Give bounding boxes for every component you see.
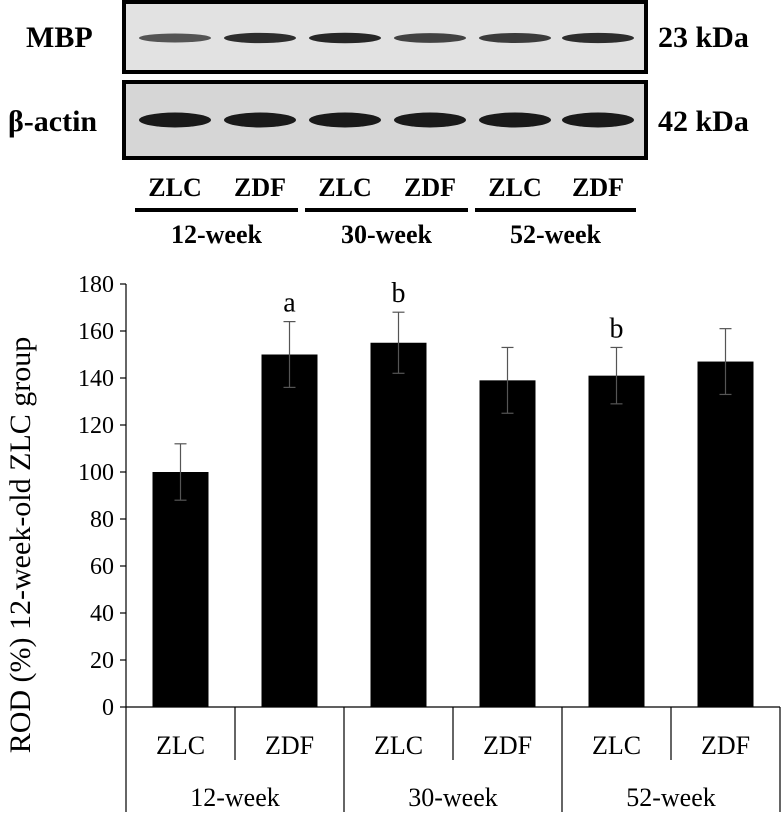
significance-label: b xyxy=(392,278,406,309)
y-tick-label: 0 xyxy=(102,695,114,721)
significance-label: a xyxy=(283,288,296,319)
y-tick-label: 40 xyxy=(90,601,114,627)
blot-lane-label: ZDF xyxy=(234,173,286,202)
blot-lane-label: ZLC xyxy=(148,173,201,202)
blot-band xyxy=(224,32,296,44)
x-tick-label: ZLC xyxy=(592,731,641,760)
significance-label: b xyxy=(610,313,624,344)
blot-band xyxy=(562,112,634,128)
blot-bands xyxy=(139,32,634,128)
y-axis-label: ROD (%) 12-week-old ZLC group xyxy=(4,337,37,754)
bar xyxy=(479,380,536,707)
blot-band xyxy=(309,112,381,128)
y-tick-label: 140 xyxy=(78,366,114,392)
bar xyxy=(370,342,427,707)
blot-band xyxy=(139,112,211,128)
blot-band xyxy=(224,112,296,128)
y-tick-label: 160 xyxy=(78,319,114,345)
blot-group-label: 30-week xyxy=(341,220,433,249)
y-tick-label: 180 xyxy=(78,272,114,298)
blot-lane-label: ZLC xyxy=(488,173,541,202)
blot-lane-labels: ZLC ZDF ZLC ZDF ZLC ZDF xyxy=(148,173,624,202)
blot-band xyxy=(479,33,551,43)
blot-group-label: 12-week xyxy=(171,220,263,249)
blot-band xyxy=(394,33,466,43)
blot-band xyxy=(479,112,551,128)
x-tick-label: ZLC xyxy=(374,731,423,760)
mbp-label: MBP xyxy=(26,21,93,54)
y-tick-label: 20 xyxy=(90,648,114,674)
x-tick-label: ZDF xyxy=(701,731,750,760)
y-tick-label: 80 xyxy=(90,507,114,533)
mbp-size-label: 23 kDa xyxy=(658,21,749,54)
y-axis: 0 20 40 60 80 100 120 140 160 180 xyxy=(78,272,127,812)
actin-size-label: 42 kDa xyxy=(658,105,749,138)
bars: a b b xyxy=(152,278,754,707)
western-blot: MBP 23 kDa β-actin 42 kDa ZLC ZDF ZLC ZDF ZL… xyxy=(8,0,749,249)
bar xyxy=(152,472,209,707)
blot-band xyxy=(309,32,381,44)
y-tick-label: 60 xyxy=(90,554,114,580)
bar xyxy=(588,375,645,707)
blot-lane-label: ZDF xyxy=(572,173,624,202)
blot-lane-label: ZLC xyxy=(318,173,371,202)
y-tick-label: 120 xyxy=(78,413,114,439)
y-tick-label: 100 xyxy=(78,460,114,486)
mbp-blot-frame xyxy=(122,0,648,74)
actin-label: β-actin xyxy=(8,105,97,138)
x-axis: ZLC ZDF ZLC ZDF ZLC ZDF 12-week 30-week 52-week xyxy=(126,706,781,812)
x-group-label: 30-week xyxy=(408,783,498,812)
x-tick-label: ZDF xyxy=(265,731,314,760)
blot-group-label: 52-week xyxy=(510,220,602,249)
bar xyxy=(261,354,318,707)
x-group-label: 12-week xyxy=(190,783,280,812)
blot-group-labels: 12-week 30-week 52-week xyxy=(135,208,636,249)
x-tick-label: ZLC xyxy=(156,731,205,760)
x-tick-label: ZDF xyxy=(483,731,532,760)
blot-lane-label: ZDF xyxy=(404,173,456,202)
bar xyxy=(697,361,754,707)
blot-band xyxy=(394,112,466,128)
blot-band xyxy=(139,33,211,43)
blot-band xyxy=(562,32,634,44)
bar-chart: ROD (%) 12-week-old ZLC group 0 20 40 60 80 1… xyxy=(4,272,781,812)
x-group-label: 52-week xyxy=(626,783,716,812)
